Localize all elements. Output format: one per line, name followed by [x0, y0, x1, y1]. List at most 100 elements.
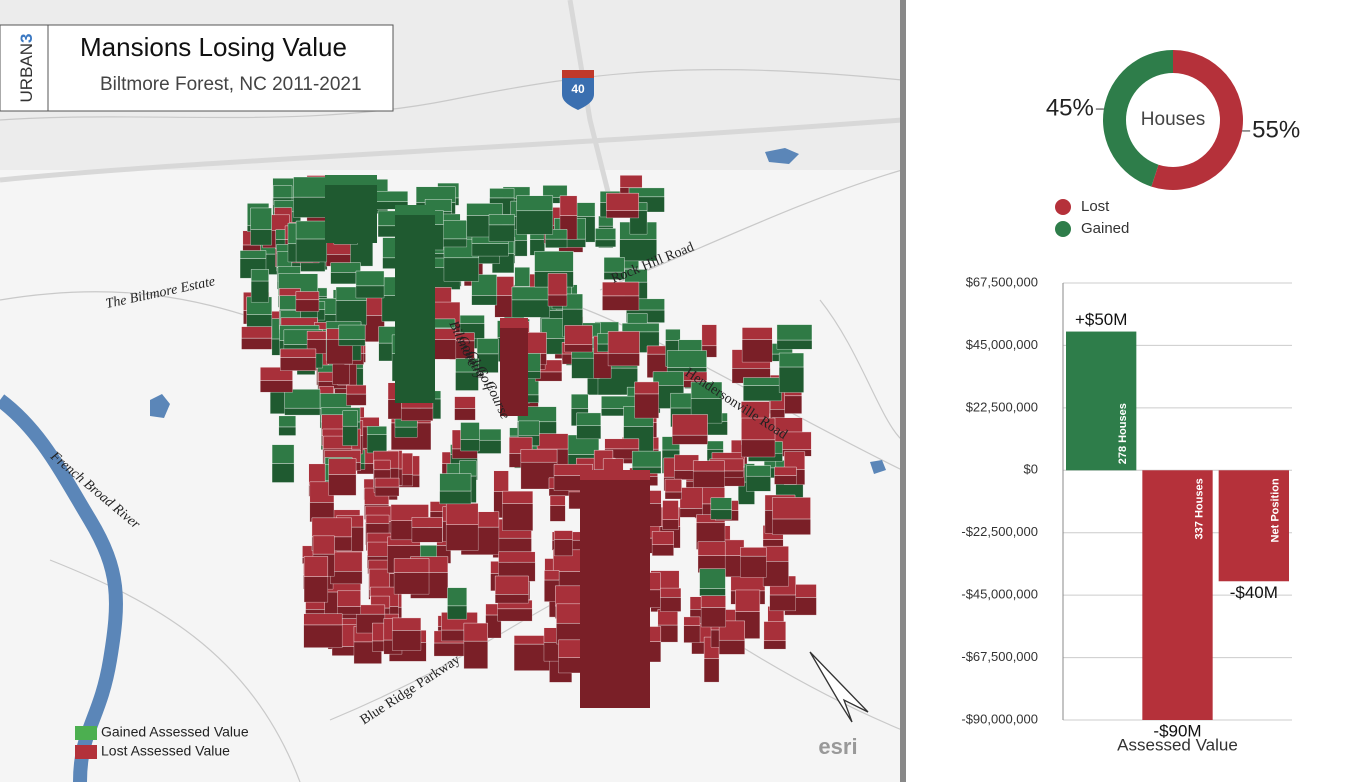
parcel-side	[651, 544, 674, 556]
parcel-side	[606, 210, 639, 219]
parcel-side	[554, 539, 573, 556]
parcel-top	[763, 621, 787, 641]
parcel-side	[476, 440, 502, 454]
parcel-top	[459, 460, 477, 477]
parcel-top	[544, 570, 560, 581]
parcel-side	[718, 640, 745, 655]
parcel-top	[373, 459, 391, 470]
parcel-top	[559, 195, 578, 216]
parcel-top	[776, 324, 813, 341]
parcel-side	[741, 339, 773, 363]
parcel-side	[746, 476, 771, 492]
parcel-top	[514, 267, 530, 287]
parcel-side	[664, 491, 682, 500]
parcel-top	[278, 415, 296, 428]
parcel-top	[271, 444, 295, 464]
parcel-top	[337, 590, 361, 607]
parcel-top	[411, 517, 443, 528]
parcel-top	[624, 269, 648, 283]
road	[0, 69, 903, 121]
parcel-side	[740, 556, 767, 578]
parcel-top	[494, 575, 529, 595]
parcel-top	[365, 514, 390, 524]
parcel-side	[337, 606, 361, 615]
header: URBAN3 Mansions Losing Value Biltmore Fo…	[0, 24, 394, 112]
parcel-top	[664, 478, 682, 493]
parcel-side	[328, 474, 357, 496]
parcel-side	[741, 439, 776, 458]
parcel-top	[338, 324, 366, 340]
parcel-top	[547, 273, 568, 296]
parcel-top	[393, 558, 430, 573]
bar	[1066, 331, 1137, 471]
parcel-top	[520, 449, 558, 463]
highway-shield: 40	[562, 70, 594, 110]
parcel-top	[303, 556, 329, 577]
parcel-top	[445, 503, 479, 525]
tower-side	[500, 326, 528, 416]
north-arrow-shape	[809, 651, 869, 723]
parcel-top	[783, 451, 806, 470]
parcel-side	[545, 238, 568, 248]
parcel-side	[772, 518, 811, 535]
parcel-top	[489, 188, 515, 199]
parcel-side	[779, 366, 804, 393]
highway-number: 40	[571, 82, 585, 96]
parcel-top	[665, 329, 681, 341]
parcel-side	[710, 509, 732, 520]
parcel-side	[516, 210, 553, 235]
parcel-top	[602, 281, 640, 297]
road	[559, 299, 903, 471]
parcels	[239, 175, 817, 708]
parcel-top	[657, 609, 678, 626]
parcel-side	[471, 243, 509, 257]
parcel-top	[606, 192, 639, 211]
parcel-top	[746, 465, 771, 477]
parcel-side	[502, 503, 534, 531]
parcel-top	[693, 460, 725, 472]
y-tick-label: $22,500,000	[966, 399, 1038, 414]
parcel-top	[295, 220, 327, 240]
parcel-top	[595, 228, 616, 241]
parcel-top	[603, 257, 625, 273]
parcel-side	[595, 239, 616, 248]
parcel-top	[536, 433, 569, 450]
parcel-top	[463, 622, 488, 642]
parcel-side	[439, 490, 472, 505]
parcel-top	[730, 575, 766, 592]
parcel-top	[516, 195, 553, 211]
parcel-top	[312, 535, 335, 555]
tower-side	[580, 478, 650, 708]
y-tick-label: $45,000,000	[966, 337, 1038, 352]
parcel-top	[621, 323, 660, 333]
shield-body	[562, 74, 594, 110]
parcel-top	[534, 251, 574, 272]
parcel-side	[511, 299, 550, 318]
parcel-top	[375, 191, 409, 202]
parcel-side	[447, 605, 467, 620]
parcel-side	[366, 434, 387, 454]
parcel-side	[392, 630, 422, 651]
parcel-top	[741, 327, 773, 340]
parcel-side	[303, 624, 343, 648]
parcel-top	[342, 410, 358, 427]
parcel-top	[295, 291, 320, 300]
parcel-top	[374, 477, 400, 488]
parcel-side	[271, 463, 295, 483]
tower-side	[325, 183, 377, 243]
parcel-top	[303, 613, 343, 626]
parcel-top	[355, 270, 385, 287]
parcel-top	[772, 497, 811, 520]
parcel-top	[774, 466, 797, 476]
parcel-side	[471, 295, 497, 306]
parcel-top	[346, 384, 367, 395]
parcel-top	[683, 616, 701, 626]
parcel-top	[328, 458, 357, 475]
parcel-side	[463, 640, 488, 669]
parcel-top	[293, 176, 328, 198]
river	[0, 394, 123, 782]
parcel-top	[272, 185, 293, 199]
parcel-top	[741, 417, 776, 441]
parcel-top	[460, 422, 480, 440]
parcel-top	[447, 587, 468, 607]
